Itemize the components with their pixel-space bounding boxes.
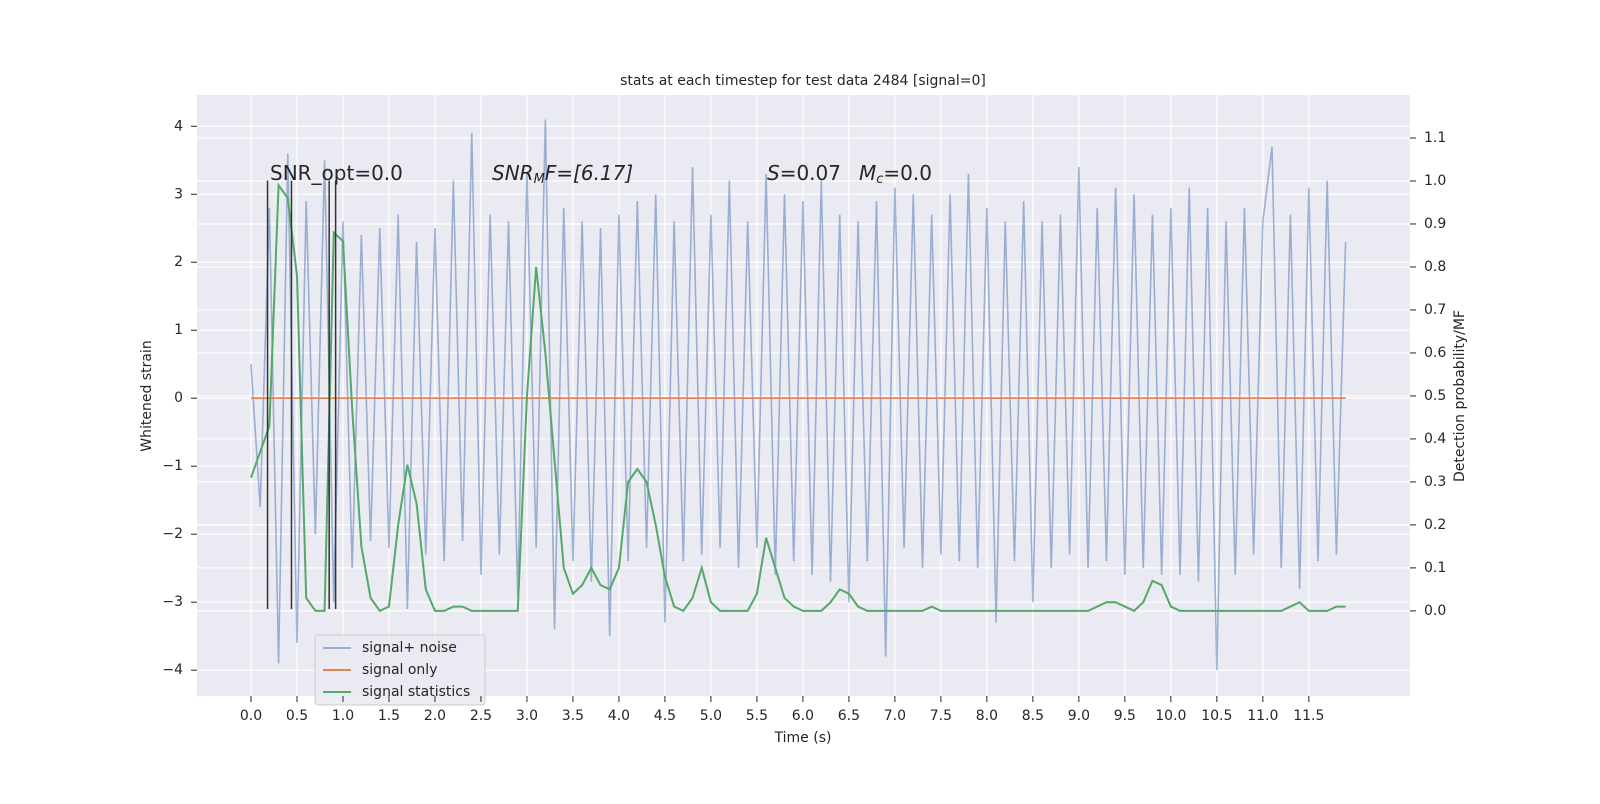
y-tick-label: −4 [162, 662, 183, 678]
x-tick-label: 8.5 [1022, 708, 1044, 724]
x-tick-label: 10.0 [1155, 708, 1186, 724]
y2-tick-label: 0.3 [1424, 474, 1446, 490]
y-tick-label: −1 [162, 458, 183, 474]
x-tick-label: 9.0 [1068, 708, 1090, 724]
x-tick-label: 5.5 [746, 708, 768, 724]
y2-tick-label: 0.9 [1424, 216, 1446, 232]
annotation-text: =0.07 [780, 161, 841, 185]
x-tick-label: 4.5 [654, 708, 676, 724]
x-tick-label: 2.0 [424, 708, 446, 724]
annotation-subscript: c [876, 172, 883, 187]
x-tick-label: 7.5 [930, 708, 952, 724]
annotation-subscript: M [534, 172, 545, 187]
y2-tick-label: 0.1 [1424, 560, 1446, 576]
y2-tick-label: 0.2 [1424, 517, 1446, 533]
annotation: SNRMF=[6.17] [492, 161, 633, 187]
y-tick-label: 2 [174, 254, 183, 270]
x-tick-label: 6.5 [838, 708, 860, 724]
x-axis-title: Time (s) [774, 730, 832, 746]
y2-tick-label: 0.8 [1424, 259, 1446, 275]
legend-label: signal+ noise [362, 640, 457, 656]
y2-tick-label: 0.0 [1424, 603, 1446, 619]
x-tick-label: 3.5 [562, 708, 584, 724]
legend-box [314, 634, 486, 706]
y2-tick-label: 0.7 [1424, 302, 1446, 318]
x-tick-label: 1.5 [378, 708, 400, 724]
x-tick-label: 5.0 [700, 708, 722, 724]
series-line [250, 119, 1347, 671]
annotation: S=0.07 [767, 161, 841, 185]
y2-tick-label: 1.1 [1424, 130, 1446, 146]
series-line [250, 182, 1346, 613]
annotation-text: SNR_opt=0.0 [270, 161, 403, 185]
y2-tick-label: 0.4 [1424, 431, 1446, 447]
y-tick-label: −3 [162, 594, 183, 610]
y2-tick-label: 1.0 [1424, 173, 1446, 189]
x-tick-label: 0.0 [240, 708, 262, 724]
y-tick-label: 0 [174, 390, 183, 406]
y2-tick-label: 0.6 [1424, 345, 1446, 361]
x-tick-label: 7.0 [884, 708, 906, 724]
annotation-text: SNR [492, 161, 534, 185]
legend-label: signal only [362, 662, 437, 678]
annotation-text: F=[6.17] [545, 161, 633, 185]
y-axis-title: Whitened strain [139, 340, 155, 451]
x-tick-label: 11.5 [1293, 708, 1324, 724]
x-tick-label: 10.5 [1201, 708, 1232, 724]
x-tick-label: 4.0 [608, 708, 630, 724]
x-tick-label: 8.0 [976, 708, 998, 724]
annotation: Mc=0.0 [859, 161, 932, 187]
x-tick-label: 0.5 [286, 708, 308, 724]
annotation-text: =0.0 [883, 161, 932, 185]
x-tick-label: 6.0 [792, 708, 814, 724]
x-tick-label: 1.0 [332, 708, 354, 724]
y2-tick-label: 0.5 [1424, 388, 1446, 404]
x-tick-label: 11.0 [1247, 708, 1278, 724]
annotation-text: M [859, 161, 876, 185]
chart-title: stats at each timestep for test data 248… [620, 73, 986, 89]
y2-axis-title: Detection probability/MF [1452, 310, 1468, 482]
annotation: SNR_opt=0.0 [270, 161, 403, 185]
x-tick-label: 2.5 [470, 708, 492, 724]
x-tick-label: 3.0 [516, 708, 538, 724]
x-tick-label: 9.5 [1114, 708, 1136, 724]
y-tick-label: 4 [174, 118, 183, 134]
y-tick-label: 1 [174, 322, 183, 338]
legend-label: signal statistics [362, 684, 470, 700]
annotation-text: S [767, 161, 780, 185]
y-tick-label: −2 [162, 526, 183, 542]
y-tick-label: 3 [174, 186, 183, 202]
